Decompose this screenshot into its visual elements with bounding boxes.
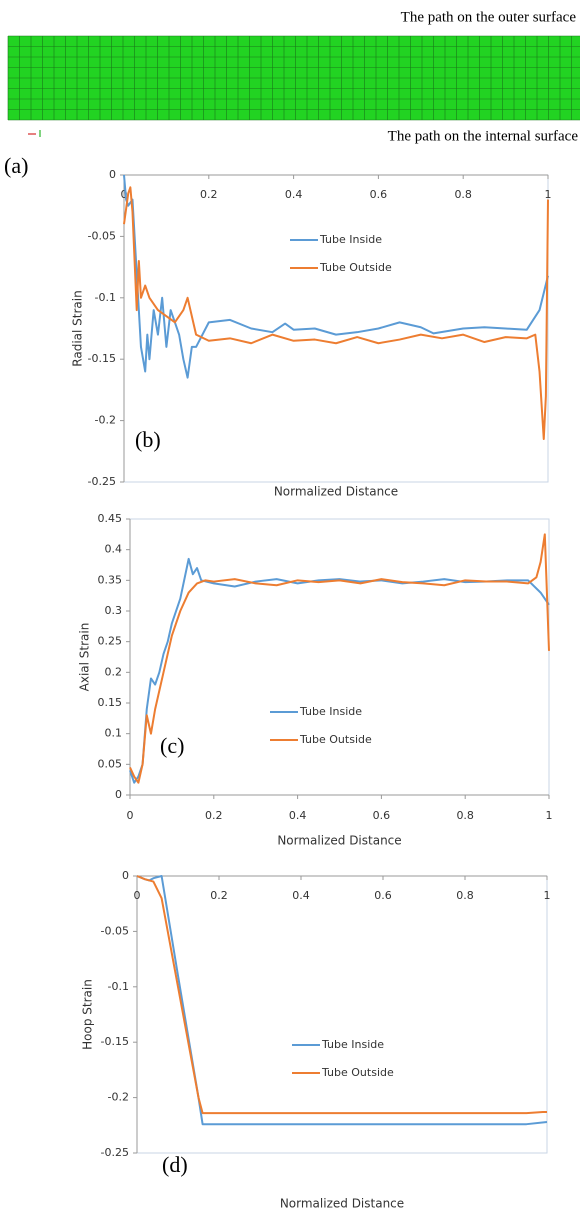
- y-tick-label: 0.05: [98, 757, 123, 770]
- x-tick-label: 0.4: [289, 809, 307, 822]
- legend-label: Tube Outside: [321, 1066, 394, 1079]
- y-tick-label: 0.2: [105, 665, 123, 678]
- x-tick-label: 0.6: [370, 188, 388, 201]
- y-tick-label: -0.15: [88, 352, 116, 365]
- y-tick-label: 0.1: [105, 727, 123, 740]
- series-line: [137, 876, 547, 1124]
- x-tick-label: 0.6: [373, 809, 391, 822]
- y-tick-label: -0.1: [95, 291, 116, 304]
- y-axis-title: Radial Strain: [71, 290, 85, 366]
- outer-label: The path on the outer surface: [401, 9, 577, 25]
- x-tick-label: 0.8: [454, 188, 472, 201]
- x-axis-title: Normalized Distance: [277, 834, 401, 848]
- plot-border: [124, 175, 548, 482]
- y-tick-label: -0.05: [101, 924, 129, 937]
- legend-label: Tube Inside: [319, 233, 382, 246]
- y-tick-label: -0.2: [95, 414, 116, 427]
- y-tick-label: 0.15: [98, 696, 123, 709]
- x-tick-label: 0.2: [200, 188, 218, 201]
- inner-label: The path on the internal surface: [388, 128, 579, 144]
- legend-label: Tube Outside: [299, 733, 372, 746]
- y-tick-label: -0.05: [88, 229, 116, 242]
- y-tick-label: 0.25: [98, 635, 123, 648]
- panel-label: (b): [135, 427, 161, 452]
- series-line: [124, 175, 548, 378]
- x-tick-label: 0.2: [205, 809, 223, 822]
- x-tick-label: 0.8: [456, 889, 474, 902]
- y-tick-label: 0.35: [98, 573, 123, 586]
- plot-border: [130, 519, 549, 795]
- y-tick-label: 0: [122, 869, 129, 882]
- x-tick-label: 0: [134, 889, 141, 902]
- figure: The path on the outer surface The path o…: [0, 0, 580, 1212]
- y-tick-label: -0.1: [108, 980, 129, 993]
- x-tick-label: 0.2: [210, 889, 228, 902]
- x-tick-label: 1: [546, 809, 553, 822]
- x-tick-label: 0.8: [456, 809, 474, 822]
- panel-label: (d): [162, 1152, 188, 1177]
- legend-label: Tube Inside: [321, 1038, 384, 1051]
- y-tick-label: 0.45: [98, 512, 123, 525]
- x-tick-label: 0: [127, 809, 134, 822]
- y-tick-label: 0.4: [105, 543, 123, 556]
- y-tick-label: -0.15: [101, 1035, 129, 1048]
- y-tick-label: 0: [109, 168, 116, 181]
- y-tick-label: -0.25: [101, 1146, 129, 1159]
- y-tick-label: -0.2: [108, 1091, 129, 1104]
- y-tick-label: 0.3: [105, 604, 123, 617]
- x-tick-label: 1: [545, 188, 552, 201]
- legend-label: Tube Inside: [299, 705, 362, 718]
- y-tick-label: 0: [115, 788, 122, 801]
- legend-label: Tube Outside: [319, 261, 392, 274]
- y-axis-title: Axial Strain: [78, 623, 92, 692]
- y-axis-title: Hoop Strain: [81, 979, 95, 1050]
- x-axis-title: Normalized Distance: [274, 485, 398, 499]
- x-axis-title: Normalized Distance: [280, 1197, 404, 1211]
- series-line: [130, 559, 549, 783]
- panel-label: (a): [4, 153, 28, 178]
- x-tick-label: 0.6: [374, 889, 392, 902]
- x-tick-label: 0.4: [285, 188, 303, 201]
- series-line: [124, 187, 548, 439]
- x-tick-label: 0.4: [292, 889, 310, 902]
- y-tick-label: -0.25: [88, 475, 116, 488]
- plot-border: [137, 876, 547, 1153]
- x-tick-label: 1: [544, 889, 551, 902]
- panel-label: (c): [160, 733, 184, 758]
